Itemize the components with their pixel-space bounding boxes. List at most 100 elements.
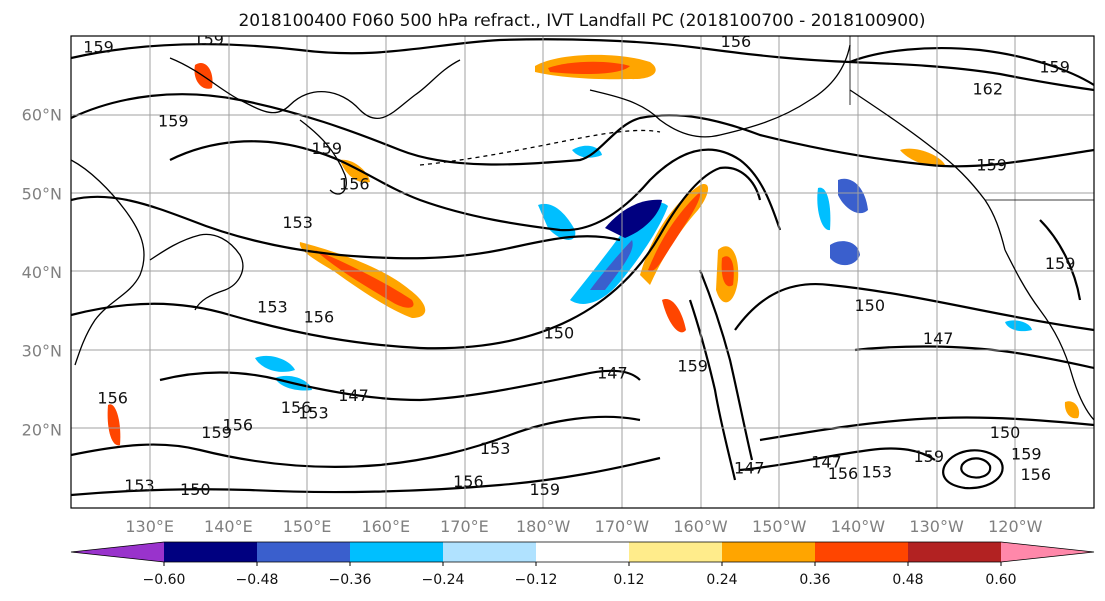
contour-label: 147 [597,363,628,382]
contour-label: 153 [862,463,893,482]
contour-label: 159 [529,480,560,499]
contour-label: 153 [282,213,313,232]
contour-label: 153 [257,297,288,316]
colorbar-tick-label: 0.24 [706,572,737,588]
colorbar-tick-label: −0.48 [236,572,279,588]
contour-label: 156 [281,398,312,417]
contour-label: 156 [339,175,370,194]
longitude-label: 150°E [283,517,332,536]
colorbar-tick-label: −0.24 [422,572,465,588]
contour-156-arc [169,140,782,232]
coastline-alaska [589,44,851,138]
colorbar-swatch [1001,542,1094,562]
latitude-label: 50°N [22,184,62,203]
colorbar-swatch [350,542,444,562]
contour-label: 159 [677,356,708,375]
colorbar-swatch [815,542,909,562]
refractivity-shading [107,54,1080,446]
negative-anomaly-subtropic-w [255,355,295,372]
coastline-kamchatka [299,119,347,195]
contour-label: 156 [1020,465,1051,484]
border-canada-us [849,36,1094,201]
contour-label: 156 [223,415,254,434]
colorbar-tick-label: −0.60 [143,572,186,588]
coastline-asia-east [71,159,145,366]
colorbar-swatch [722,542,816,562]
contour-159-north [71,38,1094,92]
latitude-label: 20°N [22,420,62,439]
colorbar-tick-label: 0.48 [892,572,923,588]
colorbar-swatch [164,542,258,562]
coastline-aleutians [419,129,661,166]
coastline-siberia [169,57,461,119]
contour-150-south-east [759,416,1094,442]
contour-ridge-alaska [849,46,1094,86]
contour-label: 159 [193,30,224,49]
positive-anomaly-subtropical [662,299,686,333]
latitude-label: 30°N [22,342,62,361]
contour-trough-160w-2 [698,269,754,461]
contour-159-south [71,456,661,497]
colorbar-swatch [536,542,630,562]
contour-label: 150 [990,423,1021,442]
contour-label: 159 [83,38,114,57]
coastline-bc [849,89,1006,251]
longitude-label: 130°E [125,517,174,536]
contour-label: 147 [338,386,369,405]
contour-label: 159 [1039,57,1070,76]
positive-anomaly-gulf [900,148,945,166]
latitude-label: 60°N [22,106,62,125]
negative-anomaly-alaska [572,145,602,158]
coastline-us-west [1004,249,1094,421]
negative-anomaly-bc [1005,320,1032,332]
negative-anomaly-ne-pacific-3 [817,187,831,231]
longitude-label: 170°E [440,517,489,536]
negative-anomaly-jet [570,202,668,304]
contour-147-subtropic [159,369,641,402]
contour-label: 153 [124,476,155,495]
colorbar-swatch [908,542,1002,562]
map-gridlines [71,36,1094,508]
contour-label: 156 [721,32,752,51]
contour-label: 159 [913,447,944,466]
colorbar-swatch [257,542,351,562]
contour-trough-160w [688,299,737,481]
colorbar-swatch [629,542,723,562]
contour-147-east [854,345,1094,370]
contour-label: 159 [158,112,189,131]
positive-anomaly-okhotsk [340,159,370,183]
coastline-japan [149,233,244,311]
longitude-label: 170°W [595,517,650,536]
contour-label: 156 [453,472,484,491]
latitude-label: 40°N [22,263,62,282]
positive-anomaly-east-pacific [1064,401,1080,419]
colorbar-swatch [71,542,164,562]
colorbar: −0.60 −0.48 −0.36 −0.24 −0.12 0.12 0.24 0.36 0.4… [70,541,1095,588]
negative-anomaly-jet-core [605,199,662,238]
longitude-label: 120°W [988,517,1043,536]
negative-anomaly-ne-pacific-2 [830,241,860,266]
positive-anomaly-alaska-core [548,61,630,74]
longitude-label: 180°W [516,517,571,536]
coastlines [71,36,1094,421]
positive-anomaly-philippine [107,404,121,446]
map-title: 2018100400 F060 500 hPa refract., IVT La… [238,11,925,31]
longitude-label: 130°W [909,517,964,536]
colorbar-tick-label: 0.12 [613,572,644,588]
colorbar-tick-label: −0.36 [329,572,372,588]
longitude-label: 160°W [673,517,728,536]
longitude-label: 140°E [204,517,253,536]
contour-label: 162 [972,79,1003,98]
latitude-labels: 60°N 50°N 40°N 30°N 20°N [22,106,62,440]
colorbar-tick-label: −0.12 [515,572,558,588]
longitude-label: 140°W [831,517,886,536]
contour-label: 147 [923,329,954,348]
colorbar-swatch [443,542,537,562]
contour-label: 156 [828,464,859,483]
colorbar-tick-label: 0.60 [985,572,1016,588]
contour-high-baja-inner [960,457,992,479]
contour-label: 153 [480,439,511,458]
contour-label: 147 [811,452,842,471]
